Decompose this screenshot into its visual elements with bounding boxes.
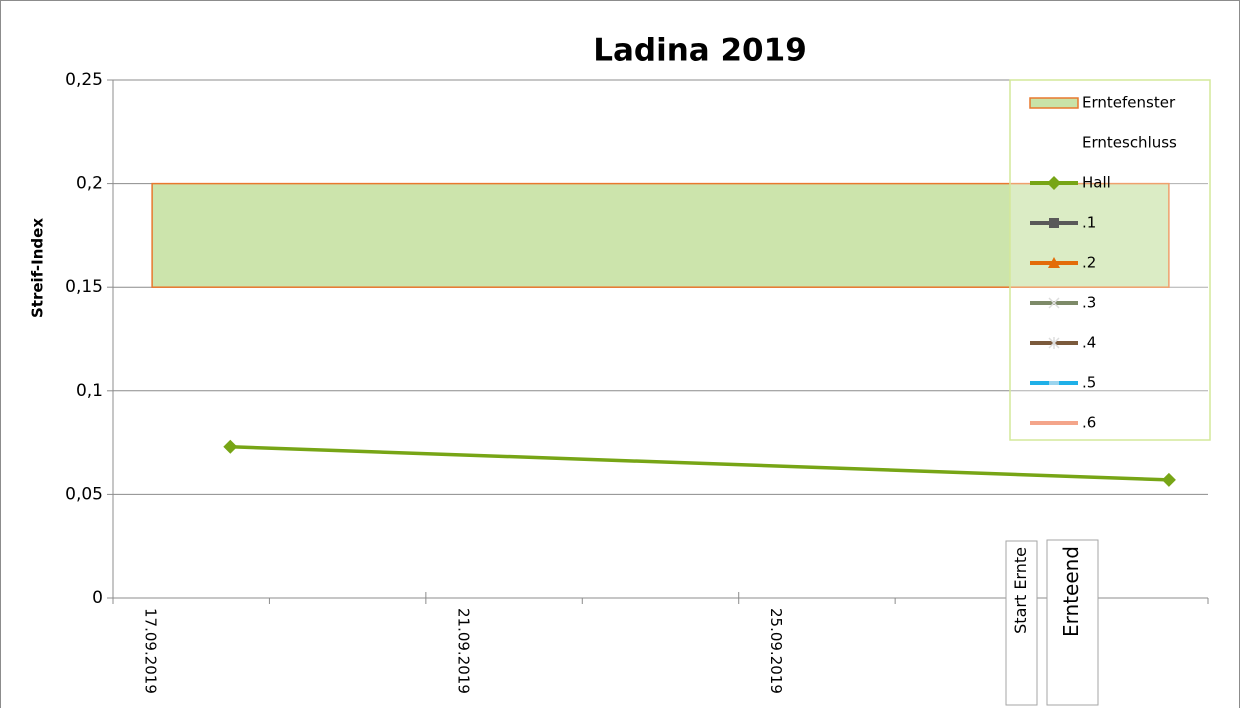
y-tick-label: 0,1 <box>76 381 103 401</box>
legend-label: .3 <box>1082 294 1096 312</box>
legend-label: Ernteschluss <box>1082 134 1177 152</box>
legend-label: .2 <box>1082 254 1096 272</box>
marker <box>223 439 238 454</box>
x-tick-label: 21.09.2019 <box>454 608 472 694</box>
marker <box>1048 257 1060 268</box>
legend-label: .6 <box>1082 414 1096 432</box>
annotation: Ernteend <box>1059 546 1083 637</box>
marker <box>1047 176 1061 190</box>
legend-label: Erntefenster <box>1082 94 1176 112</box>
y-axis-title: Streif-Index <box>29 218 47 318</box>
legend-label: Hall <box>1082 174 1111 192</box>
legend-box <box>1009 79 1211 441</box>
annotation: Start Ernte <box>1011 547 1030 634</box>
x-tick-label: 25.09.2019 <box>767 608 785 694</box>
legend-label: .4 <box>1082 334 1096 352</box>
series-line <box>230 444 1169 482</box>
y-tick-label: 0,2 <box>76 174 103 194</box>
marker <box>1049 381 1059 385</box>
annotation-box <box>1005 540 1038 706</box>
chart-title: Ladina 2019 <box>593 33 807 69</box>
legend-label: .5 <box>1082 374 1096 392</box>
marker <box>1048 337 1060 349</box>
y-tick-label: 0,15 <box>65 277 103 297</box>
marker <box>1048 297 1060 309</box>
legend-swatch <box>1029 97 1079 109</box>
x-tick-label: 17.09.2019 <box>142 608 160 694</box>
y-tick-label: 0,25 <box>65 70 103 90</box>
marker <box>1161 472 1176 487</box>
marker <box>1049 218 1059 228</box>
y-tick-label: 0 <box>92 588 103 608</box>
legend-label: .1 <box>1082 214 1096 232</box>
y-tick-label: 0,05 <box>65 484 103 504</box>
annotation-box <box>1046 539 1099 706</box>
harvest-window <box>151 182 1170 288</box>
